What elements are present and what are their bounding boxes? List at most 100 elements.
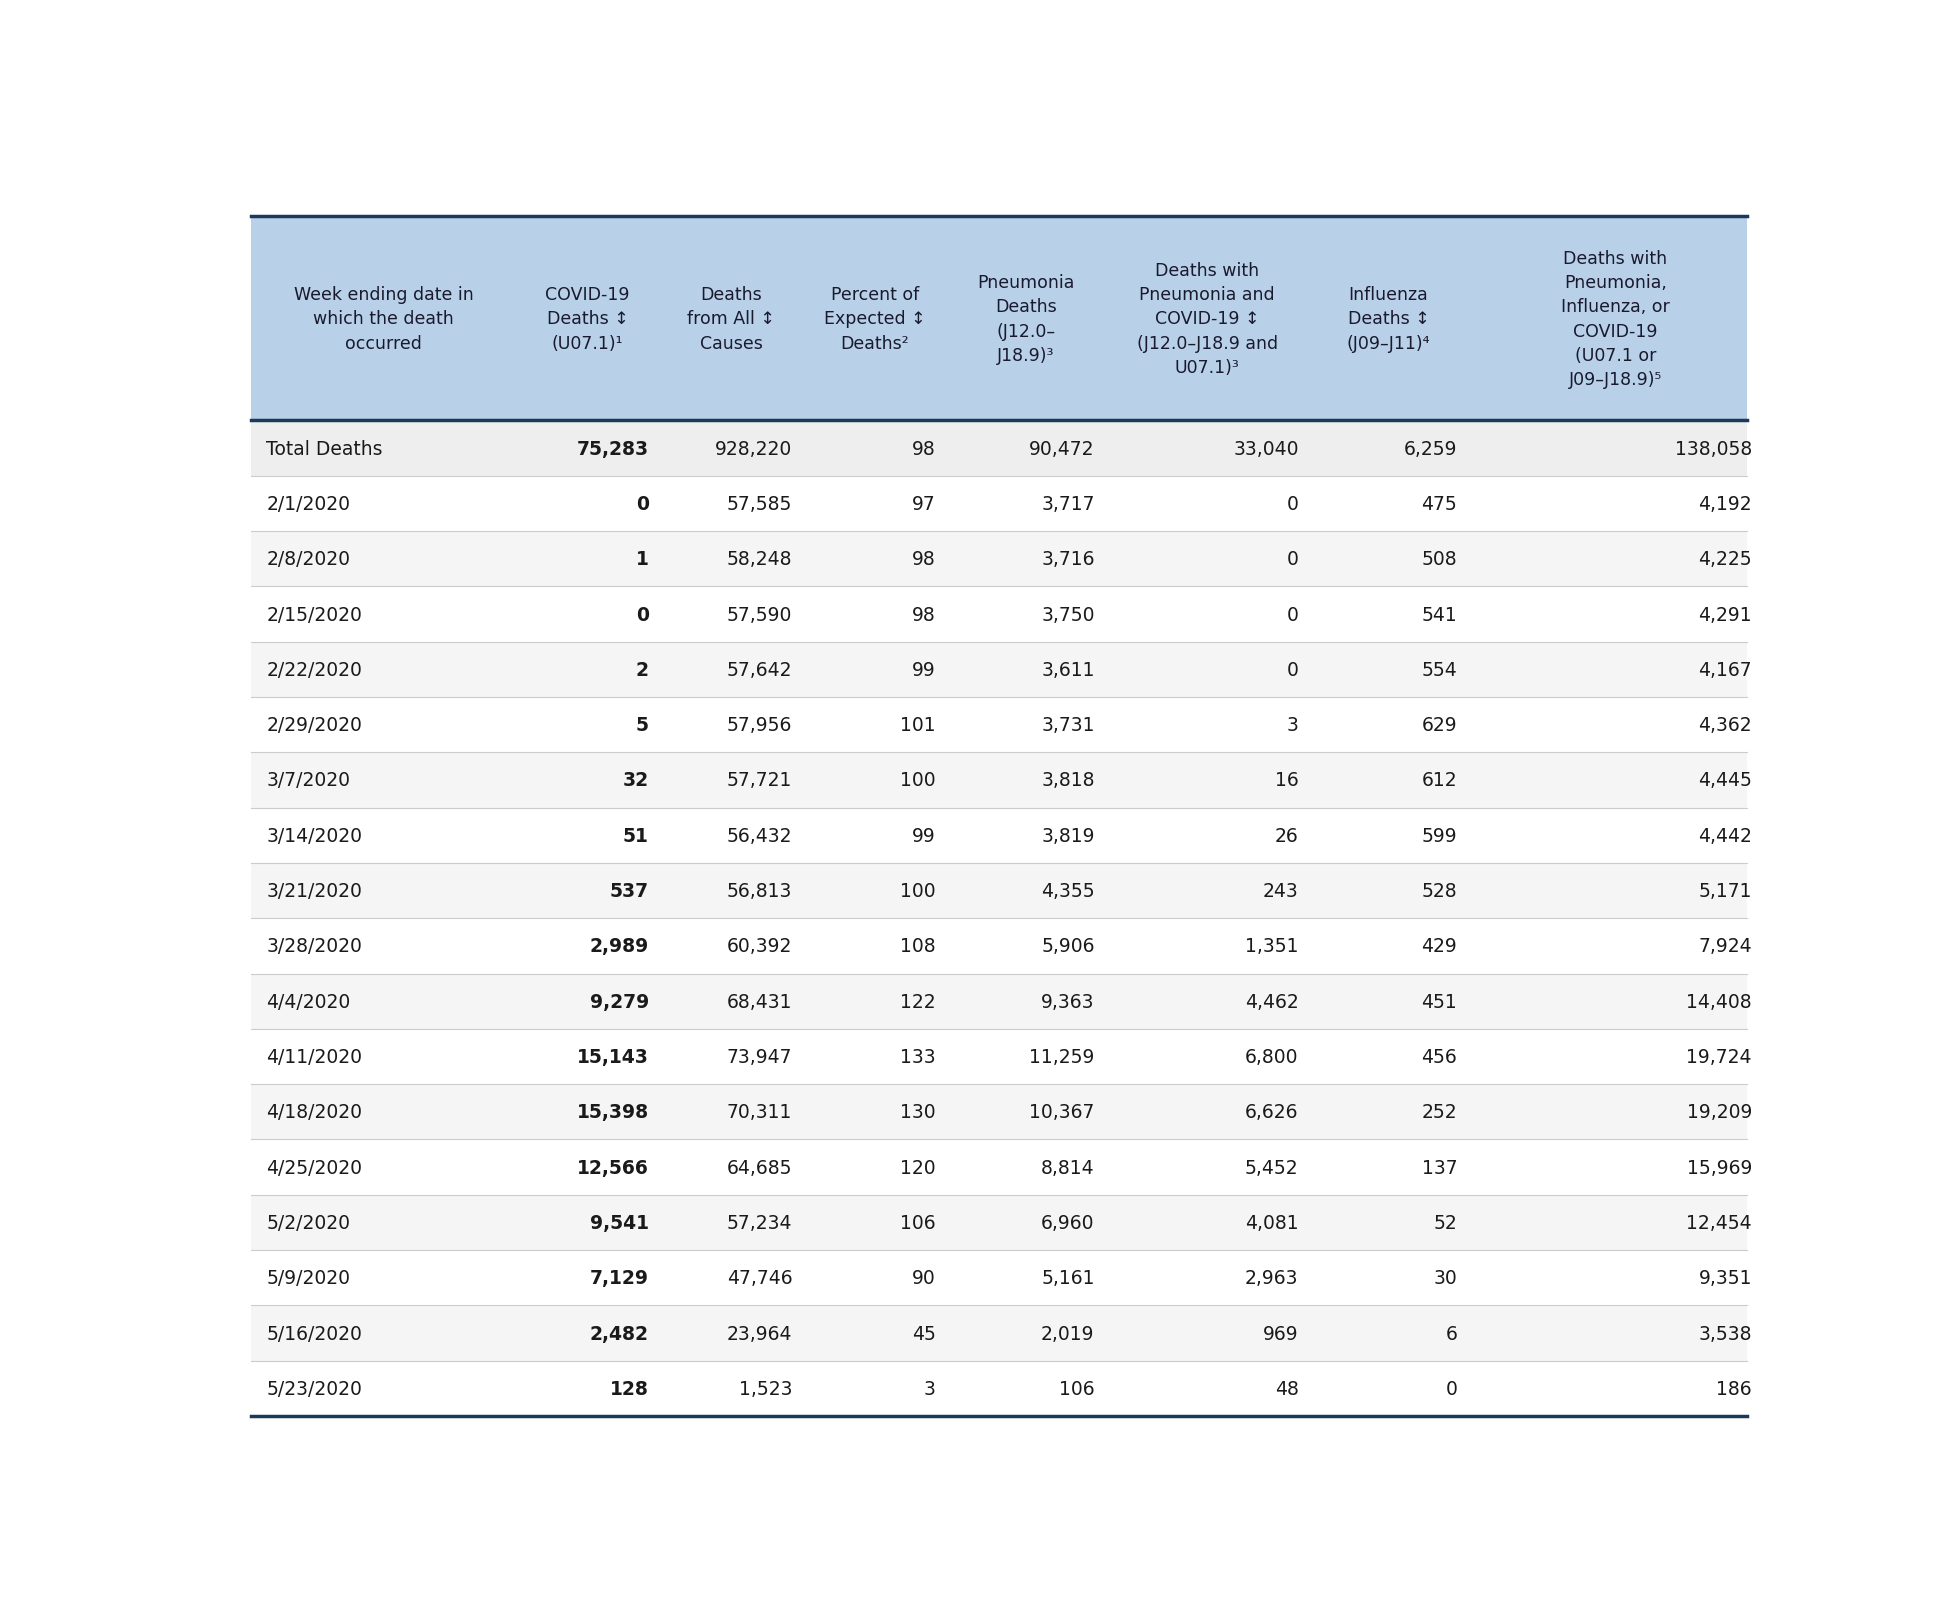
Text: 1,351: 1,351: [1246, 937, 1299, 957]
Bar: [252, 1361, 1747, 1416]
Text: 2/8/2020: 2/8/2020: [267, 551, 351, 568]
Text: 57,642: 57,642: [727, 660, 792, 679]
Text: 4,192: 4,192: [1698, 494, 1751, 514]
Text: 52: 52: [1433, 1213, 1457, 1233]
Text: 5/16/2020: 5/16/2020: [267, 1324, 363, 1343]
Text: 14,408: 14,408: [1687, 992, 1751, 1011]
Text: 30: 30: [1433, 1268, 1457, 1287]
Text: 57,234: 57,234: [727, 1213, 792, 1233]
Text: 4,225: 4,225: [1698, 551, 1751, 568]
Text: 100: 100: [901, 881, 936, 900]
Text: 45: 45: [913, 1324, 936, 1343]
Text: 26: 26: [1275, 827, 1299, 846]
Text: 5/23/2020: 5/23/2020: [267, 1379, 363, 1398]
Text: 15,969: 15,969: [1687, 1157, 1751, 1176]
Text: 133: 133: [901, 1048, 936, 1066]
Text: 3/21/2020: 3/21/2020: [267, 881, 363, 900]
Text: 48: 48: [1275, 1379, 1299, 1398]
Bar: [252, 217, 1747, 421]
Text: 4,442: 4,442: [1698, 827, 1751, 846]
Text: 90: 90: [913, 1268, 936, 1287]
Text: 2/1/2020: 2/1/2020: [267, 494, 351, 514]
Bar: [252, 1196, 1747, 1250]
Text: 70,311: 70,311: [727, 1103, 792, 1122]
Text: 97: 97: [913, 494, 936, 514]
Text: 57,585: 57,585: [727, 494, 792, 514]
Bar: [252, 642, 1747, 698]
Text: Week ending date in
which the death
occurred: Week ending date in which the death occu…: [294, 286, 474, 353]
Text: 475: 475: [1422, 494, 1457, 514]
Text: 7,129: 7,129: [589, 1268, 649, 1287]
Text: 9,363: 9,363: [1041, 992, 1094, 1011]
Text: 57,590: 57,590: [727, 605, 792, 624]
Text: 5/2/2020: 5/2/2020: [267, 1213, 351, 1233]
Text: Deaths
from All ↕
Causes: Deaths from All ↕ Causes: [686, 286, 774, 353]
Text: 3,716: 3,716: [1041, 551, 1094, 568]
Text: 0: 0: [1287, 494, 1299, 514]
Text: 15,398: 15,398: [577, 1103, 649, 1122]
Text: 528: 528: [1422, 881, 1457, 900]
Text: 98: 98: [913, 551, 936, 568]
Text: 4,081: 4,081: [1244, 1213, 1299, 1233]
Bar: [252, 1250, 1747, 1305]
Text: 8,814: 8,814: [1041, 1157, 1094, 1176]
Text: 98: 98: [913, 605, 936, 624]
Text: 100: 100: [901, 770, 936, 790]
Text: 456: 456: [1422, 1048, 1457, 1066]
Text: 128: 128: [610, 1379, 649, 1398]
Text: 0: 0: [1287, 551, 1299, 568]
Text: 3,717: 3,717: [1041, 494, 1094, 514]
Text: Percent of
Expected ↕
Deaths²: Percent of Expected ↕ Deaths²: [825, 286, 926, 353]
Text: Pneumonia
Deaths
(J12.0–
J18.9)³: Pneumonia Deaths (J12.0– J18.9)³: [977, 274, 1074, 364]
Bar: [252, 1085, 1747, 1140]
Bar: [252, 809, 1747, 863]
Bar: [252, 587, 1747, 642]
Text: 32: 32: [622, 770, 649, 790]
Text: 9,279: 9,279: [589, 992, 649, 1011]
Text: 599: 599: [1422, 827, 1457, 846]
Text: 629: 629: [1422, 716, 1457, 735]
Text: 3,731: 3,731: [1041, 716, 1094, 735]
Text: 73,947: 73,947: [727, 1048, 792, 1066]
Text: 101: 101: [901, 716, 936, 735]
Text: 5,171: 5,171: [1698, 881, 1751, 900]
Text: 2,019: 2,019: [1041, 1324, 1094, 1343]
Text: 186: 186: [1716, 1379, 1751, 1398]
Text: 11,259: 11,259: [1030, 1048, 1094, 1066]
Text: 554: 554: [1422, 660, 1457, 679]
Text: 4/18/2020: 4/18/2020: [267, 1103, 363, 1122]
Text: 2,989: 2,989: [589, 937, 649, 957]
Text: 4,445: 4,445: [1698, 770, 1751, 790]
Text: 508: 508: [1422, 551, 1457, 568]
Text: 15,143: 15,143: [577, 1048, 649, 1066]
Text: 252: 252: [1422, 1103, 1457, 1122]
Text: 2,963: 2,963: [1246, 1268, 1299, 1287]
Text: 4,362: 4,362: [1698, 716, 1751, 735]
Text: 4,291: 4,291: [1698, 605, 1751, 624]
Text: 2/15/2020: 2/15/2020: [267, 605, 363, 624]
Text: 23,964: 23,964: [727, 1324, 792, 1343]
Text: 56,432: 56,432: [727, 827, 792, 846]
Text: 3/7/2020: 3/7/2020: [267, 770, 351, 790]
Text: 7,924: 7,924: [1698, 937, 1751, 957]
Text: 5,906: 5,906: [1041, 937, 1094, 957]
Bar: [252, 863, 1747, 918]
Text: 99: 99: [913, 827, 936, 846]
Text: 106: 106: [901, 1213, 936, 1233]
Text: 12,566: 12,566: [577, 1157, 649, 1176]
Text: 3/28/2020: 3/28/2020: [267, 937, 363, 957]
Text: 19,209: 19,209: [1687, 1103, 1751, 1122]
Text: 12,454: 12,454: [1687, 1213, 1751, 1233]
Bar: [252, 477, 1747, 531]
Text: 9,541: 9,541: [589, 1213, 649, 1233]
Text: 541: 541: [1422, 605, 1457, 624]
Bar: [252, 1305, 1747, 1361]
Bar: [252, 1029, 1747, 1085]
Text: 0: 0: [1287, 605, 1299, 624]
Text: Deaths with
Pneumonia and
COVID-19 ↕
(J12.0–J18.9 and
U07.1)³: Deaths with Pneumonia and COVID-19 ↕ (J1…: [1137, 262, 1277, 377]
Text: 3: 3: [924, 1379, 936, 1398]
Text: 33,040: 33,040: [1232, 440, 1299, 459]
Text: 4/25/2020: 4/25/2020: [267, 1157, 363, 1176]
Text: 429: 429: [1422, 937, 1457, 957]
Text: 16: 16: [1275, 770, 1299, 790]
